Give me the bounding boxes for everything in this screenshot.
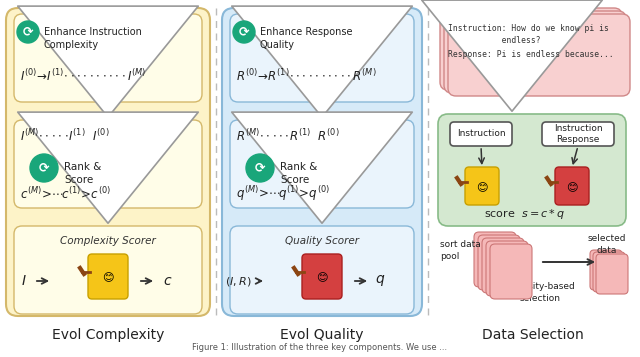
FancyBboxPatch shape: [450, 122, 512, 146]
FancyBboxPatch shape: [222, 8, 422, 316]
Text: $I$: $I$: [21, 274, 27, 288]
FancyBboxPatch shape: [590, 250, 622, 290]
Text: Figure 1: Illustration of the three key components. We use ...: Figure 1: Illustration of the three key …: [193, 343, 447, 352]
Circle shape: [30, 154, 58, 182]
Text: $R^{(0)}\!\rightarrow\!R^{(1)}\!\cdot\!\cdot\!\cdot\!\cdot\!\cdot\!\cdot\!\cdot\: $R^{(0)}\!\rightarrow\!R^{(1)}\!\cdot\!\…: [236, 68, 376, 84]
Text: Data Selection: Data Selection: [482, 328, 584, 342]
FancyBboxPatch shape: [486, 241, 528, 296]
Text: 😊: 😊: [102, 273, 114, 283]
FancyBboxPatch shape: [440, 8, 622, 90]
Text: Evol Complexity: Evol Complexity: [52, 328, 164, 342]
Circle shape: [246, 154, 274, 182]
FancyBboxPatch shape: [482, 238, 524, 293]
FancyBboxPatch shape: [542, 122, 614, 146]
Circle shape: [17, 21, 39, 43]
Text: Rank &
Score: Rank & Score: [64, 162, 101, 185]
FancyBboxPatch shape: [6, 8, 210, 316]
Text: score  $s = c * q$: score $s = c * q$: [484, 207, 566, 221]
FancyBboxPatch shape: [14, 226, 202, 314]
FancyBboxPatch shape: [230, 226, 414, 314]
Text: $q^{(M)}\!>\!\cdots\! q^{(1)}\!>\!q^{(0)}$: $q^{(M)}\!>\!\cdots\! q^{(1)}\!>\!q^{(0)…: [236, 185, 330, 203]
FancyBboxPatch shape: [230, 14, 414, 102]
Text: Enhance Response
Quality: Enhance Response Quality: [260, 27, 353, 50]
FancyBboxPatch shape: [438, 114, 626, 226]
Text: 😊: 😊: [316, 273, 328, 283]
FancyBboxPatch shape: [444, 11, 626, 93]
Text: Rank &
Score: Rank & Score: [280, 162, 317, 185]
Text: $c^{(M)}\!>\!\cdots\! c^{(1)}\!>\!c^{(0)}$: $c^{(M)}\!>\!\cdots\! c^{(1)}\!>\!c^{(0)…: [20, 186, 111, 202]
Text: $R^{(M)}\!\cdot\!\cdot\!\cdot\!\cdot\!\cdot\! R^{(1)}\ \ R^{(0)}$: $R^{(M)}\!\cdot\!\cdot\!\cdot\!\cdot\!\c…: [236, 128, 340, 144]
FancyBboxPatch shape: [478, 235, 520, 290]
FancyBboxPatch shape: [448, 14, 630, 96]
Text: 😊: 😊: [476, 183, 488, 193]
FancyBboxPatch shape: [490, 244, 532, 299]
Text: selected
data: selected data: [588, 234, 627, 255]
FancyBboxPatch shape: [14, 14, 202, 102]
Text: 😊: 😊: [566, 183, 578, 193]
Text: ⟳: ⟳: [255, 161, 265, 175]
Text: sort data
pool: sort data pool: [440, 240, 481, 261]
Text: diversity-based
selection: diversity-based selection: [505, 282, 575, 303]
Circle shape: [233, 21, 255, 43]
Text: ⟳: ⟳: [239, 25, 249, 39]
Text: Response: Pi is endless because...: Response: Pi is endless because...: [448, 50, 614, 59]
FancyBboxPatch shape: [474, 232, 516, 287]
Text: $I^{(0)}\!\rightarrow\!I^{(1)}\!\cdot\!\cdot\!\cdot\!\cdot\!\cdot\!\cdot\!\cdot\: $I^{(0)}\!\rightarrow\!I^{(1)}\!\cdot\!\…: [20, 68, 147, 84]
Text: Enhance Instruction
Complexity: Enhance Instruction Complexity: [44, 27, 142, 50]
FancyBboxPatch shape: [230, 120, 414, 208]
Text: Evol Quality: Evol Quality: [280, 328, 364, 342]
FancyBboxPatch shape: [555, 167, 589, 205]
Text: endless?: endless?: [448, 36, 541, 45]
FancyBboxPatch shape: [465, 167, 499, 205]
FancyBboxPatch shape: [596, 254, 628, 294]
FancyBboxPatch shape: [593, 252, 625, 292]
Text: Instruction: Instruction: [457, 130, 506, 139]
Text: $I^{(M)}\!\cdot\!\cdot\!\cdot\!\cdot\!\cdot\! I^{(1)}\ \ I^{(0)}$: $I^{(M)}\!\cdot\!\cdot\!\cdot\!\cdot\!\c…: [20, 128, 109, 144]
FancyBboxPatch shape: [302, 254, 342, 299]
Text: Instruction
Response: Instruction Response: [554, 124, 602, 144]
Text: $q$: $q$: [375, 273, 385, 288]
Text: ⟳: ⟳: [23, 25, 33, 39]
Text: Complexity Scorer: Complexity Scorer: [60, 236, 156, 246]
FancyBboxPatch shape: [14, 120, 202, 208]
Text: Quality Scorer: Quality Scorer: [285, 236, 359, 246]
Text: Instruction: How do we know pi is: Instruction: How do we know pi is: [448, 24, 609, 33]
Text: $c$: $c$: [163, 274, 173, 288]
FancyBboxPatch shape: [88, 254, 128, 299]
Text: ⟳: ⟳: [39, 161, 49, 175]
Text: $(I,R)$: $(I,R)$: [225, 275, 252, 287]
